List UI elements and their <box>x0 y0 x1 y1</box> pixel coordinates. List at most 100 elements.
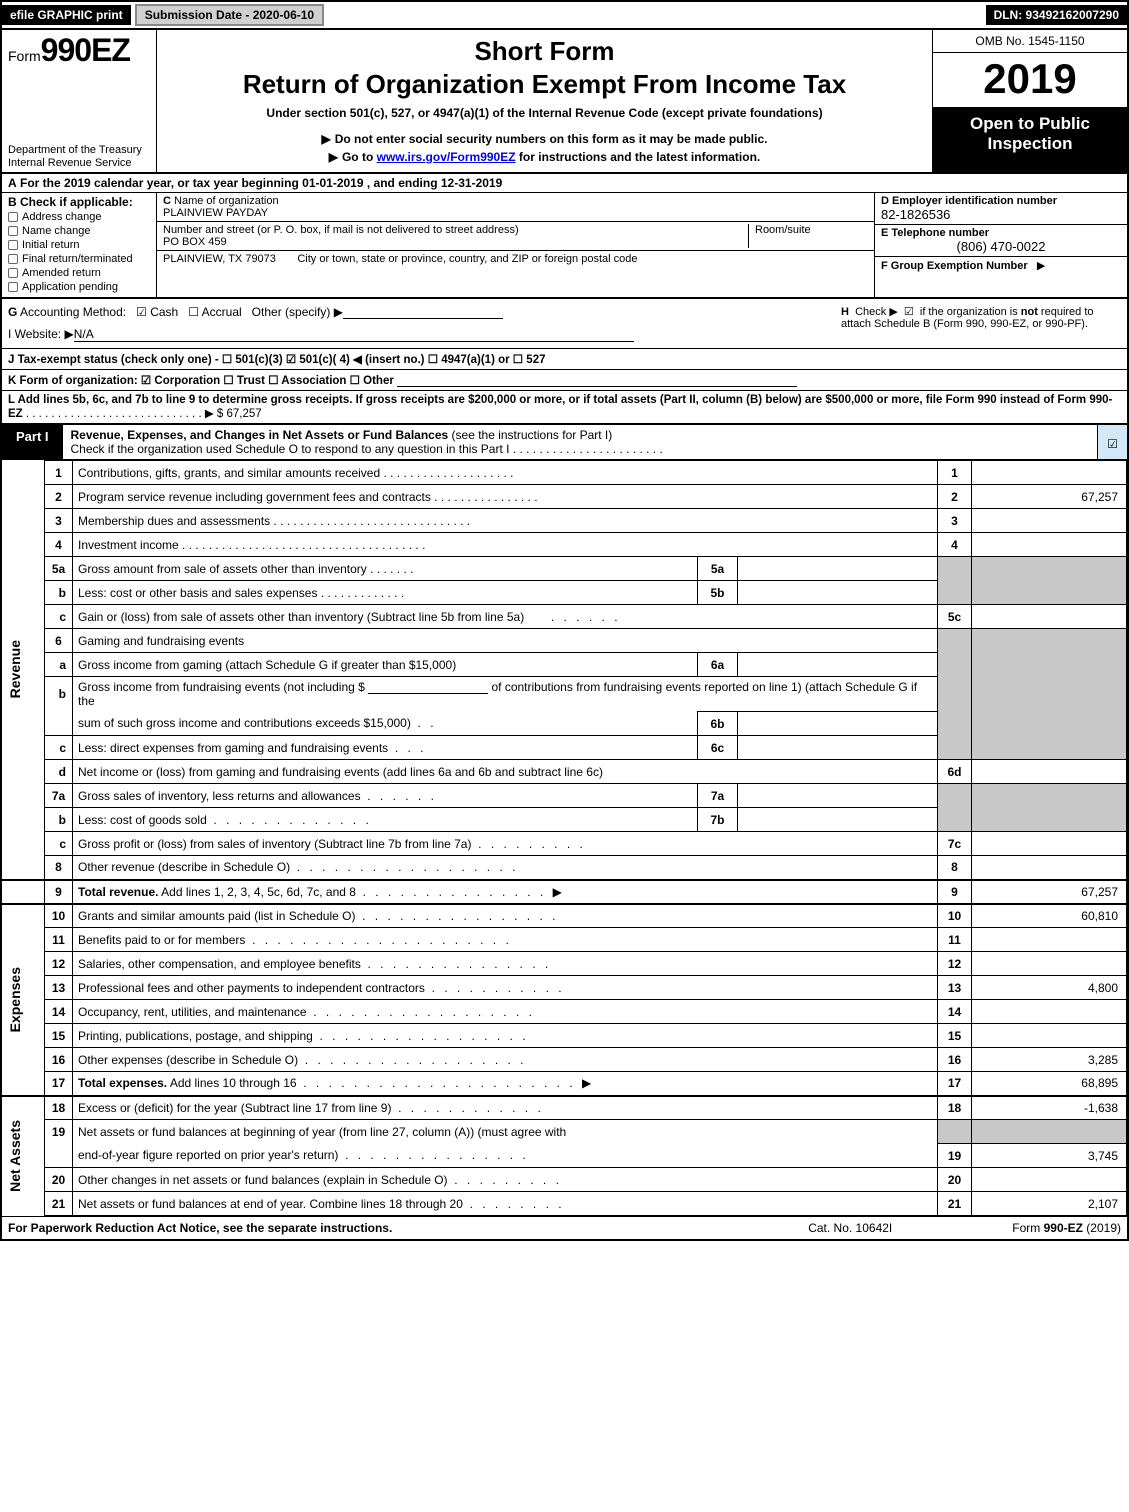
table-row: sum of such gross income and contributio… <box>2 712 1127 736</box>
dots: . . . . . . . . . . . . . . . <box>345 1148 529 1162</box>
form-number-big: 990EZ <box>41 32 130 68</box>
shade-cell <box>972 653 1127 677</box>
l-line: L Add lines 5b, 6c, and 7b to line 9 to … <box>2 391 1127 425</box>
l-dots: . . . . . . . . . . . . . . . . . . . . … <box>26 408 214 420</box>
line-rtval <box>972 856 1127 880</box>
line-rtnum: 13 <box>938 976 972 1000</box>
line-rtval <box>972 605 1127 629</box>
k-other-blank[interactable] <box>397 386 797 387</box>
chk-final-return[interactable]: Final return/terminated <box>8 253 150 265</box>
shade-cell <box>938 581 972 605</box>
h-text2: if the organization is <box>920 306 1021 318</box>
r10-desc: Grants and similar amounts paid (list in… <box>78 909 355 923</box>
sub-num: 5a <box>698 557 738 581</box>
line-desc-text: Gain or (loss) from sale of assets other… <box>78 610 524 624</box>
c-addr-value: PO BOX 459 <box>163 236 227 248</box>
g-other-blank[interactable] <box>343 318 503 319</box>
r21-desc: Net assets or fund balances at end of ye… <box>78 1197 463 1211</box>
chk-name-change[interactable]: Name change <box>8 225 150 237</box>
g-other: Other (specify) ▶ <box>252 305 343 319</box>
checkbox-icon <box>8 240 18 250</box>
line-num: 9 <box>45 880 73 904</box>
line-num-blank <box>45 1144 73 1168</box>
column-c: C Name of organization PLAINVIEW PAYDAY … <box>157 193 875 297</box>
line-rtval <box>972 760 1127 784</box>
chk-initial-return[interactable]: Initial return <box>8 239 150 251</box>
e-value: (806) 470-0022 <box>881 239 1121 254</box>
table-row: 19 Net assets or fund balances at beginn… <box>2 1120 1127 1144</box>
r19-desc2: end-of-year figure reported on prior yea… <box>78 1148 338 1162</box>
line-desc: Benefits paid to or for members . . . . … <box>73 928 938 952</box>
i-label: I Website: ▶ <box>8 327 74 341</box>
line-desc: end-of-year figure reported on prior yea… <box>73 1144 938 1168</box>
r7b-desc: Less: cost of goods sold <box>78 813 207 827</box>
r6b-blank[interactable] <box>368 693 488 694</box>
line-rtval <box>972 928 1127 952</box>
dots: . . . . . . . . . . . . . . . <box>368 957 552 971</box>
form-header: Form990EZ Department of the Treasury Int… <box>2 30 1127 174</box>
table-row: 6 Gaming and fundraising events <box>2 629 1127 653</box>
line-rtnum: 12 <box>938 952 972 976</box>
line-num: b <box>45 581 73 605</box>
checkbox-icon <box>8 282 18 292</box>
dots: . . . . . . . . . <box>454 1173 562 1187</box>
line-num: 2 <box>45 485 73 509</box>
r18-desc: Excess or (deficit) for the year (Subtra… <box>78 1101 391 1115</box>
table-row: Revenue 1 Contributions, gifts, grants, … <box>2 461 1127 485</box>
revenue-sidebar: Revenue <box>2 461 45 880</box>
line-desc: Gross sales of inventory, less returns a… <box>73 784 698 808</box>
efile-print-button[interactable]: efile GRAPHIC print <box>2 5 131 25</box>
part-title-bold: Revenue, Expenses, and Changes in Net As… <box>71 428 449 442</box>
line-rtval <box>972 1168 1127 1192</box>
line-rtnum: 3 <box>938 509 972 533</box>
line-rtnum: 14 <box>938 1000 972 1024</box>
line-desc: Net assets or fund balances at end of ye… <box>73 1192 938 1216</box>
line-num: c <box>45 832 73 856</box>
part-1-header: Part I Revenue, Expenses, and Changes in… <box>2 425 1127 460</box>
r6c-desc: Less: direct expenses from gaming and fu… <box>78 741 388 755</box>
irs-link[interactable]: www.irs.gov/Form990EZ <box>377 150 516 164</box>
submission-date-button[interactable]: Submission Date - 2020-06-10 <box>135 4 324 26</box>
column-d: D Employer identification number 82-1826… <box>875 193 1127 297</box>
dots: . . . . . . . . . . . . . . . . . . <box>297 860 519 874</box>
chk-label: Application pending <box>22 281 118 293</box>
table-row: Expenses 10 Grants and similar amounts p… <box>2 904 1127 928</box>
part-checkbox[interactable]: ☑ <box>1097 425 1127 459</box>
dots: . . . . . . . . . . . <box>432 981 565 995</box>
f-label: F Group Exemption Number <box>881 260 1028 272</box>
chk-application-pending[interactable]: Application pending <box>8 281 150 293</box>
line-a-letter: A <box>8 176 17 190</box>
r17-desc2: Add lines 10 through 16 <box>167 1076 296 1090</box>
short-form-title: Short Form <box>177 36 912 67</box>
checkbox-icon <box>8 254 18 264</box>
sub-num: 5b <box>698 581 738 605</box>
i-value: N/A <box>74 327 634 342</box>
dots: . . . . . . . . . . . . . <box>213 813 371 827</box>
line-desc: Net assets or fund balances at beginning… <box>73 1120 938 1144</box>
line-rtval: 67,257 <box>972 485 1127 509</box>
r15-desc: Printing, publications, postage, and shi… <box>78 1029 313 1043</box>
dept-line-1: Department of the Treasury <box>8 144 150 157</box>
dln-label: DLN: 93492162007290 <box>986 5 1127 25</box>
r7a-desc: Gross sales of inventory, less returns a… <box>78 789 361 803</box>
line-rtnum: 16 <box>938 1048 972 1072</box>
sub-num: 6a <box>698 653 738 677</box>
notice-1-text: Do not enter social security numbers on … <box>335 132 768 146</box>
dots: . . <box>418 716 437 730</box>
chk-address-change[interactable]: Address change <box>8 211 150 223</box>
table-row: 4 Investment income . . . . . . . . . . … <box>2 533 1127 557</box>
line-rtnum: 15 <box>938 1024 972 1048</box>
form-prefix: Form <box>8 48 41 64</box>
dots: . . . . . . . . . . . . . . . . <box>362 909 558 923</box>
expenses-sidebar: Expenses <box>2 904 45 1096</box>
chk-amended-return[interactable]: Amended return <box>8 267 150 279</box>
dots: . . . . . . . . . . . . . . . ▶ <box>363 885 565 899</box>
r9-desc2: Add lines 1, 2, 3, 4, 5c, 6d, 7c, and 8 <box>158 885 355 899</box>
dots: . . . <box>395 741 427 755</box>
line-a-text1: For the 2019 calendar year, or tax year … <box>20 176 302 190</box>
line-num: 13 <box>45 976 73 1000</box>
e-phone-row: E Telephone number (806) 470-0022 <box>875 225 1127 257</box>
triangle-icon: ▶ <box>329 150 338 164</box>
line-rtval: 3,285 <box>972 1048 1127 1072</box>
line-num: 14 <box>45 1000 73 1024</box>
